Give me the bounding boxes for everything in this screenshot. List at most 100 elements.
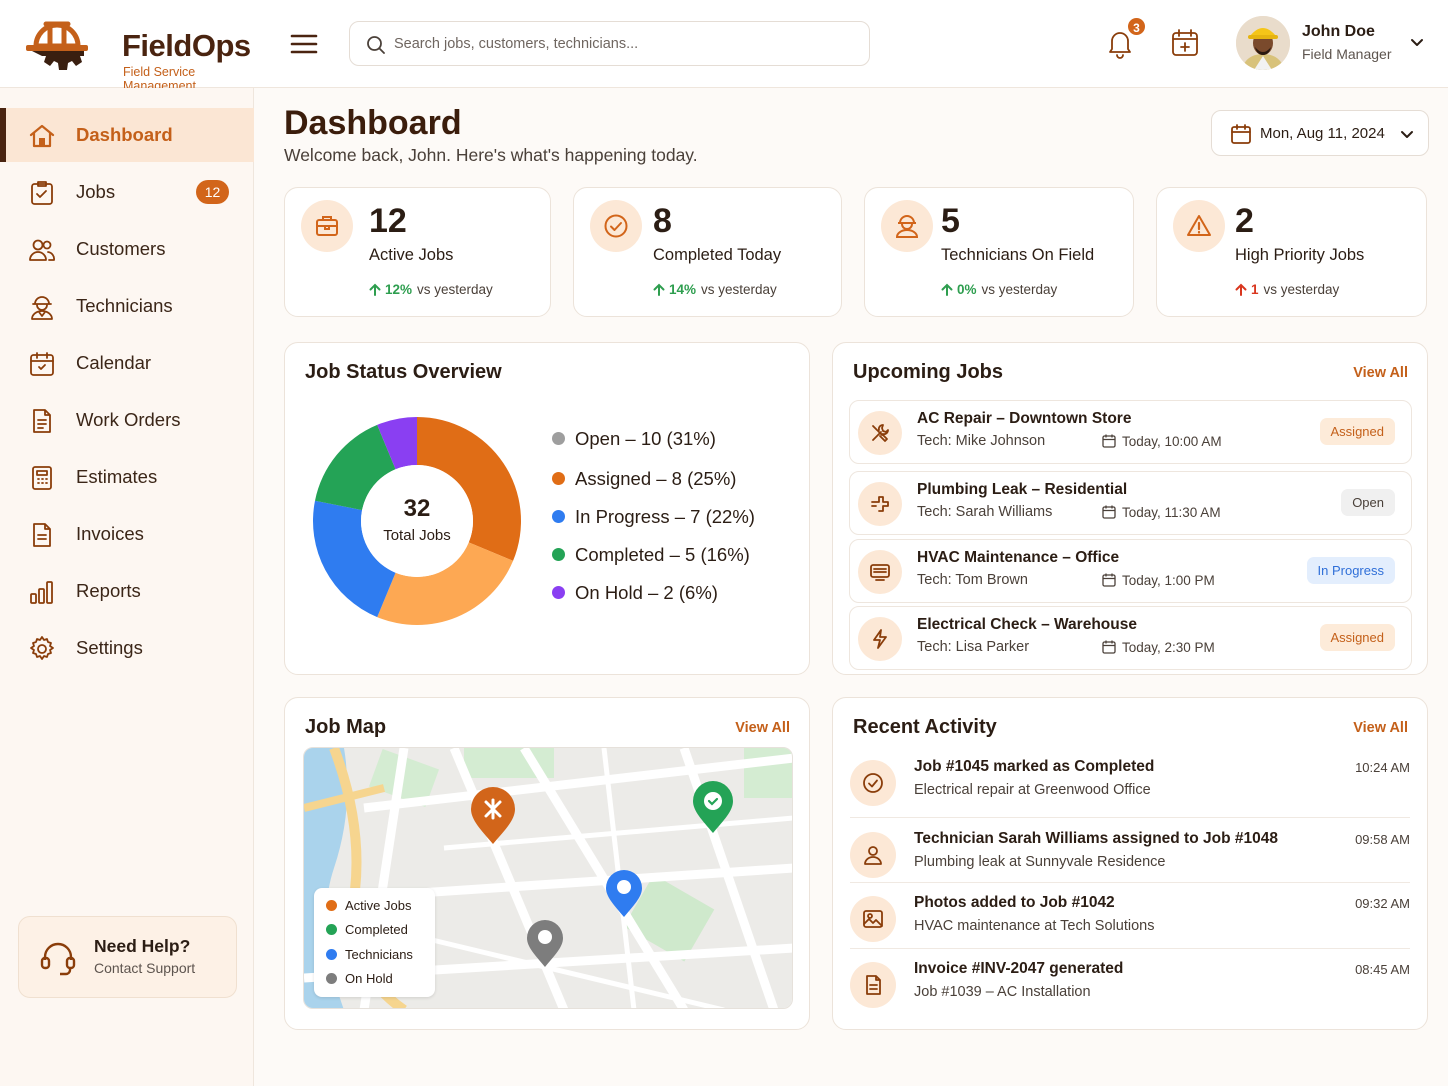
image-icon: [863, 910, 883, 928]
legend-item: In Progress – 7 (22%): [552, 506, 755, 528]
stat-card-high-priority[interactable]: 2 High Priority Jobs 1 vs yesterday: [1156, 187, 1427, 317]
donut-slice-assigned[interactable]: [377, 542, 514, 625]
sidebar-item-label: Invoices: [76, 523, 144, 544]
donut-slice-on-hold[interactable]: [377, 417, 417, 470]
search-bar[interactable]: [349, 21, 870, 66]
briefcase-icon: [316, 216, 338, 236]
legend-dot: [552, 510, 565, 523]
activity-item[interactable]: Invoice #INV-2047 generated Job #1039 – …: [850, 960, 1410, 1025]
activity-time: 09:32 AM: [1355, 896, 1410, 911]
legend-item: Open – 10 (31%): [552, 428, 716, 450]
sidebar-item-invoices[interactable]: Invoices: [0, 507, 254, 561]
calendar-icon: [1102, 640, 1116, 654]
completed-job-marker[interactable]: [693, 781, 733, 833]
sidebar-item-dashboard[interactable]: Dashboard: [0, 108, 254, 162]
brand-name: FieldOps: [122, 28, 251, 63]
job-row[interactable]: Plumbing Leak – Residential Tech: Sarah …: [849, 471, 1412, 535]
job-row[interactable]: HVAC Maintenance – Office Tech: Tom Brow…: [849, 539, 1412, 603]
job-time: Today, 2:30 PM: [1102, 640, 1215, 655]
divider: [850, 882, 1410, 883]
active-job-marker[interactable]: [471, 787, 515, 844]
hamburger-menu-icon[interactable]: [288, 28, 320, 60]
job-row[interactable]: AC Repair – Downtown Store Tech: Mike Jo…: [849, 400, 1412, 464]
activity-subtitle: Plumbing leak at Sunnyvale Residence: [914, 854, 1166, 870]
donut-slice-completed[interactable]: [314, 424, 396, 511]
view-all-link[interactable]: View All: [735, 720, 790, 736]
card-title: Upcoming Jobs: [853, 361, 1004, 383]
activity-title: Invoice #INV-2047 generated: [914, 960, 1124, 977]
donut-slice-in-progress[interactable]: [313, 500, 396, 618]
calendar-icon: [1102, 573, 1116, 587]
sidebar-item-label: Customers: [76, 238, 166, 259]
help-card[interactable]: Need Help? Contact Support: [18, 916, 237, 998]
arrow-up-icon: [941, 283, 953, 296]
trend-text: vs yesterday: [417, 282, 493, 297]
map-legend-item: Completed: [326, 922, 408, 937]
sidebar-item-work-orders[interactable]: Work Orders: [0, 393, 254, 447]
headset-icon: [40, 942, 76, 976]
view-all-link[interactable]: View All: [1353, 720, 1408, 736]
job-title: Plumbing Leak – Residential: [917, 481, 1128, 498]
card-title: Recent Activity: [853, 716, 997, 738]
sidebar-item-customers[interactable]: Customers: [0, 222, 254, 276]
stat-card-completed-today[interactable]: 8 Completed Today 14% vs yesterday: [573, 187, 842, 317]
activity-item[interactable]: Photos added to Job #1042 HVAC maintenan…: [850, 894, 1410, 959]
stat-value: 2: [1235, 202, 1254, 240]
calendar-icon: [1102, 434, 1116, 448]
invoice-icon: [866, 975, 881, 995]
sidebar-item-jobs[interactable]: Jobs 12: [0, 165, 254, 219]
chevron-down-icon[interactable]: [1410, 36, 1424, 50]
bar-chart-icon: [30, 581, 53, 604]
stat-trend: 1 vs yesterday: [1235, 282, 1339, 297]
sidebar-item-label: Settings: [76, 637, 143, 658]
stat-trend: 12% vs yesterday: [369, 282, 493, 297]
donut-slice-open[interactable]: [417, 417, 521, 561]
technician-marker[interactable]: [606, 870, 642, 917]
map-legend-item: Active Jobs: [326, 898, 411, 913]
notification-bell-icon[interactable]: [1103, 26, 1137, 60]
date-picker[interactable]: Mon, Aug 11, 2024: [1211, 110, 1429, 156]
hardhat-gear-logo-icon: [26, 21, 88, 70]
stat-label: High Priority Jobs: [1235, 246, 1365, 264]
chevron-down-icon: [1401, 131, 1413, 138]
trend-text: vs yesterday: [1263, 282, 1340, 297]
activity-item[interactable]: Job #1045 marked as Completed Electrical…: [850, 758, 1410, 823]
sidebar-item-calendar[interactable]: Calendar: [0, 336, 254, 390]
users-icon: [29, 239, 55, 261]
activity-subtitle: HVAC maintenance at Tech Solutions: [914, 918, 1155, 934]
stat-card-active-jobs[interactable]: 12 Active Jobs 12% vs yesterday: [284, 187, 551, 317]
calendar-add-icon[interactable]: [1168, 26, 1202, 60]
divider: [850, 817, 1410, 818]
sidebar-item-settings[interactable]: Settings: [0, 621, 254, 675]
map-view[interactable]: Active Jobs Completed Technicians On Hol…: [303, 747, 793, 1009]
job-row[interactable]: Electrical Check – Warehouse Tech: Lisa …: [849, 606, 1412, 670]
legend-dot: [552, 548, 565, 561]
stat-card-technicians-on-field[interactable]: 5 Technicians On Field 0% vs yesterday: [864, 187, 1134, 317]
pipe-icon: [871, 496, 889, 512]
user-avatar[interactable]: [1236, 16, 1290, 70]
arrow-up-icon: [369, 283, 381, 296]
status-badge: Assigned: [1319, 624, 1395, 651]
stat-trend: 0% vs yesterday: [941, 282, 1057, 297]
view-all-link[interactable]: View All: [1353, 365, 1408, 381]
donut-chart: [313, 417, 521, 625]
selected-date: Mon, Aug 11, 2024: [1260, 125, 1385, 142]
activity-item[interactable]: Technician Sarah Williams assigned to Jo…: [850, 830, 1410, 895]
help-subtitle: Contact Support: [94, 960, 196, 976]
sidebar-item-technicians[interactable]: Technicians: [0, 279, 254, 333]
search-input[interactable]: [394, 32, 854, 56]
on-hold-marker[interactable]: [527, 920, 563, 967]
divider: [850, 948, 1410, 949]
sidebar-item-estimates[interactable]: Estimates: [0, 450, 254, 504]
job-map-card: Job Map View All: [284, 697, 810, 1030]
sidebar-item-label: Work Orders: [76, 409, 181, 430]
check-circle-icon: [863, 773, 883, 793]
stat-label: Active Jobs: [369, 246, 454, 264]
logo[interactable]: FieldOps Field Service Management: [22, 12, 262, 93]
check-circle-icon: [604, 214, 628, 238]
sidebar-item-reports[interactable]: Reports: [0, 564, 254, 618]
user-name: John Doe: [1302, 23, 1375, 40]
help-title: Need Help?: [94, 936, 191, 956]
status-badge: Open: [1341, 489, 1395, 516]
top-bar: FieldOps Field Service Management 3 John…: [0, 0, 1448, 93]
